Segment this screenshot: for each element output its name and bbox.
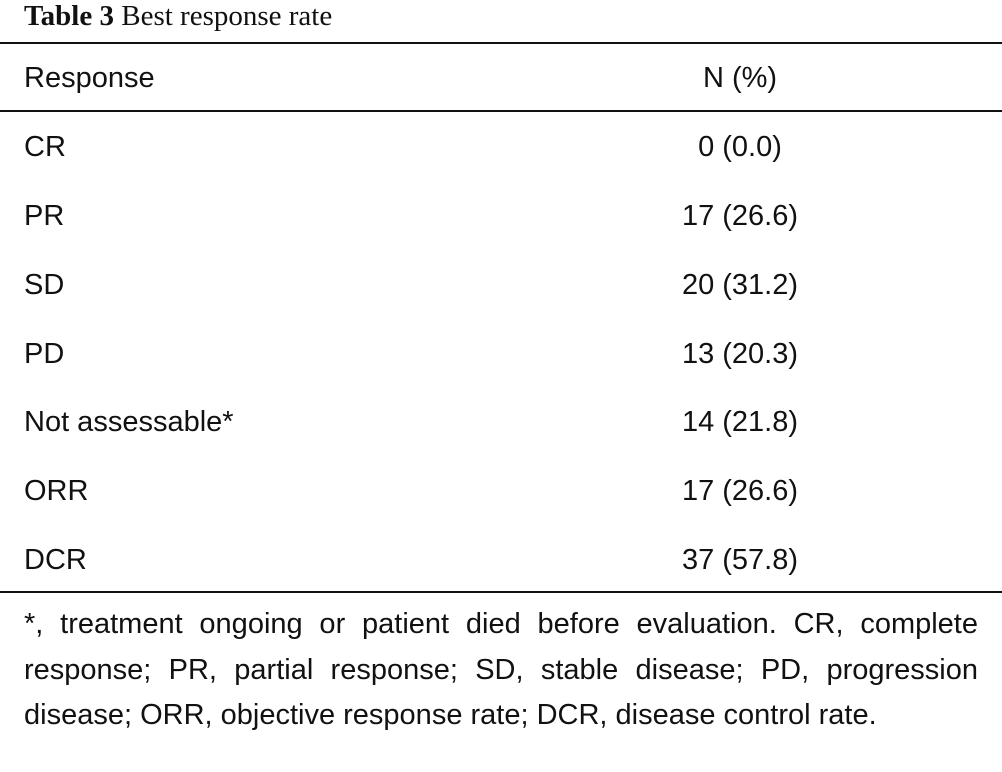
row-label: DCR — [24, 544, 87, 576]
row-value: 17 (26.6) — [681, 475, 799, 507]
top-rule — [0, 42, 1002, 44]
table-caption: Table 3 Best response rate — [24, 0, 332, 36]
row-label: Not assessable* — [24, 406, 234, 438]
row-value: 14 (21.8) — [681, 406, 799, 438]
row-value: 20 (31.2) — [681, 269, 799, 301]
row-value: 37 (57.8) — [681, 544, 799, 576]
row-label: PD — [24, 338, 65, 370]
row-label: CR — [24, 131, 66, 163]
header-response: Response — [24, 62, 155, 94]
row-label: PR — [24, 200, 65, 232]
row-label: SD — [24, 269, 65, 301]
table-footnote: *, treatment ongoing or patient died bef… — [24, 608, 978, 731]
table-title: Best response rate — [121, 0, 333, 32]
row-value: 17 (26.6) — [681, 200, 799, 232]
header-n-percent: N (%) — [702, 62, 778, 94]
row-value: 0 (0.0) — [698, 131, 782, 163]
table-number: Table 3 — [24, 0, 114, 32]
bottom-rule — [0, 591, 1002, 593]
header-rule — [0, 110, 1002, 112]
row-label: ORR — [24, 475, 89, 507]
row-value: 13 (20.3) — [681, 338, 799, 370]
